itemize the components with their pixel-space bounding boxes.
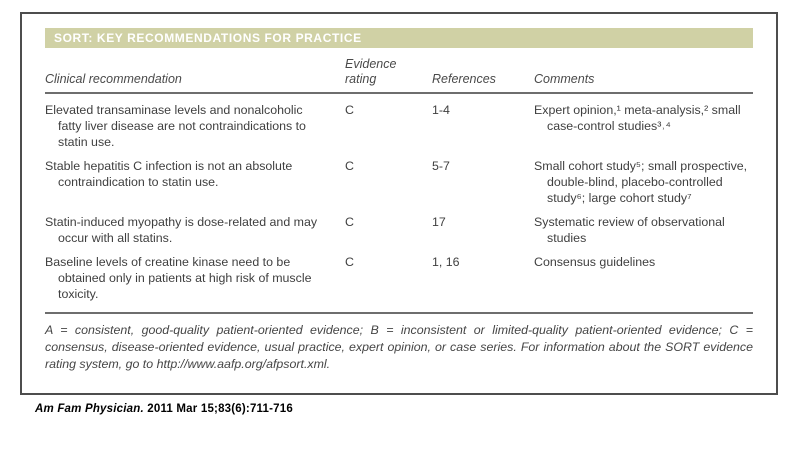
table-row: Statin-induced myopathy is dose-related …	[45, 214, 753, 246]
sort-footnote: A = consistent, good-quality patient-ori…	[45, 323, 753, 371]
cell-evidence-rating: C	[345, 255, 354, 269]
cell-comments: Expert opinion,¹ meta-analysis,² small c…	[534, 103, 741, 133]
column-header-references: References	[432, 72, 496, 86]
cell-references: 1, 16	[432, 255, 460, 269]
journal-name: Am Fam Physician.	[35, 403, 144, 415]
journal-citation: Am Fam Physician. 2011 Mar 15;83(6):711-…	[35, 403, 293, 415]
column-header-evidence-rating: Evidence rating	[345, 57, 397, 86]
column-header-clinical-recommendation: Clinical recommendation	[45, 72, 182, 86]
cell-recommendation: Elevated transaminase levels and nonalco…	[45, 103, 306, 149]
citation-details: 2011 Mar 15;83(6):711-716	[143, 403, 293, 415]
table-row: Baseline levels of creatine kinase need …	[45, 254, 753, 302]
cell-recommendation: Stable hepatitis C infection is not an a…	[45, 159, 293, 189]
cell-references: 5-7	[432, 159, 450, 173]
cell-comments: Consensus guidelines	[534, 255, 656, 269]
cell-recommendation: Baseline levels of creatine kinase need …	[45, 255, 312, 301]
cell-evidence-rating: C	[345, 159, 354, 173]
cell-recommendation: Statin-induced myopathy is dose-related …	[45, 215, 318, 245]
cell-comments: Systematic review of observational studi…	[534, 215, 725, 245]
footnote-divider	[45, 312, 753, 314]
table-column-headers: Clinical recommendation Evidence rating …	[45, 57, 753, 94]
cell-evidence-rating: C	[345, 103, 354, 117]
cell-references: 17	[432, 215, 446, 229]
column-header-comments: Comments	[534, 72, 595, 86]
cell-comments: Small cohort study⁵; small prospective, …	[534, 159, 748, 205]
table-row: Stable hepatitis C infection is not an a…	[45, 158, 753, 206]
table-title-bar: SORT: KEY RECOMMENDATIONS FOR PRACTICE	[45, 28, 753, 48]
table-title: SORT: KEY RECOMMENDATIONS FOR PRACTICE	[54, 31, 362, 45]
sort-table-box: SORT: KEY RECOMMENDATIONS FOR PRACTICE C…	[20, 12, 778, 395]
cell-evidence-rating: C	[345, 215, 354, 229]
table-row: Elevated transaminase levels and nonalco…	[45, 102, 753, 150]
cell-references: 1-4	[432, 103, 450, 117]
